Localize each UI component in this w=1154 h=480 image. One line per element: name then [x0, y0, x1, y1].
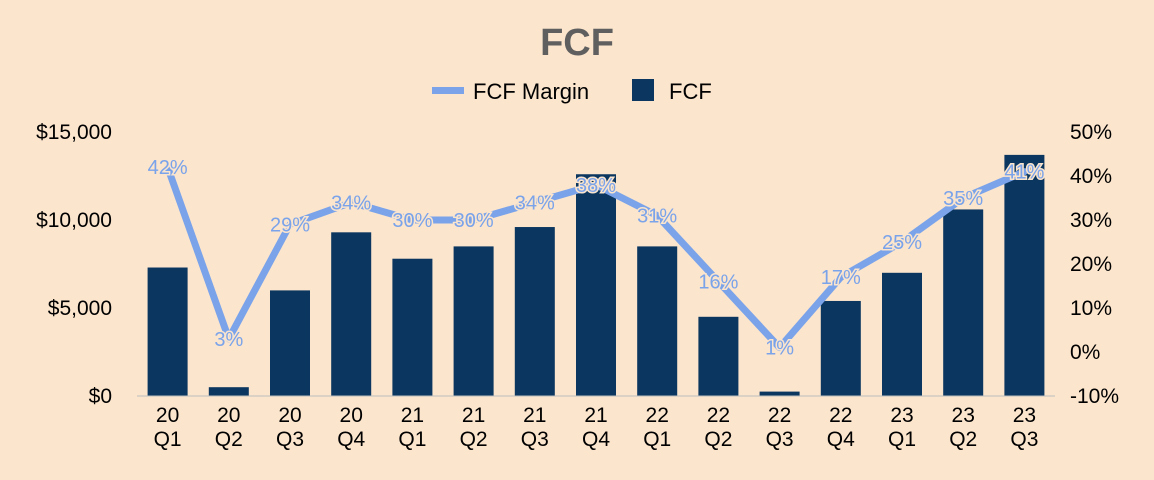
right-axis-tick-label: 30%: [1070, 209, 1112, 232]
fcf-margin-line: [164, 163, 1028, 352]
right-axis: -10% 0% 10% 20% 30% 40% 50%: [1070, 121, 1119, 408]
fcf-margin-data-label: 34%: [331, 192, 371, 214]
left-axis-tick-label: $10,000: [36, 209, 112, 232]
fcf-margin-data-label: 31%: [637, 206, 677, 228]
right-axis-tick-label: 40%: [1070, 165, 1112, 188]
fcf-bar: [514, 227, 555, 396]
fcf-bar: [208, 387, 249, 396]
fcf-margin-data-label: 16%: [698, 272, 738, 294]
left-axis-tick-label: $5,000: [48, 297, 112, 320]
right-axis-tick-label: -10%: [1070, 385, 1119, 408]
legend-label-fcf: FCF: [669, 79, 712, 104]
fcf-bar: [392, 258, 433, 396]
fcf-margin-data-label: 38%: [576, 175, 616, 197]
fcf-margin-data-label: 41%: [1004, 162, 1044, 184]
fcf-bar: [453, 246, 494, 396]
x-axis-tick-label: 23 Q3: [1010, 404, 1038, 451]
legend: FCF Margin FCF: [432, 79, 712, 104]
fcf-bar: [1004, 154, 1045, 396]
fcf-bar: [637, 246, 678, 396]
x-axis-tick-label: 20 Q3: [276, 404, 304, 451]
x-axis-tick-label: 20 Q1: [154, 404, 182, 451]
x-axis-tick-label: 21 Q2: [460, 404, 488, 451]
fcf-margin-data-label: 42%: [148, 157, 188, 179]
x-axis-tick-label: 22 Q1: [643, 404, 671, 451]
fcf-bar: [759, 391, 800, 396]
fcf-margin-data-label: 30%: [392, 210, 432, 232]
fcf-bar: [576, 174, 616, 396]
fcf-margin-data-label: 1%: [765, 338, 794, 360]
x-axis-tick-label: 20 Q2: [215, 404, 243, 451]
fcf-bar: [943, 209, 984, 396]
fcf-bar: [331, 232, 372, 396]
fcf-margin-series: [164, 163, 1028, 352]
chart-title: FCF: [540, 22, 614, 64]
x-axis-tick-label: 23 Q1: [888, 404, 916, 451]
legend-swatch-fcf-margin: [432, 87, 464, 94]
x-axis: 20 Q1 20 Q2 20 Q3 20 Q4 21 Q1 21 Q2 21 Q3 21 Q4 22 Q1 22 Q2…: [137, 395, 1055, 451]
x-axis-tick-label: 20 Q4: [337, 404, 365, 451]
x-axis-tick-label: 22 Q3: [766, 404, 794, 451]
x-axis-tick-label: 23 Q2: [949, 404, 977, 451]
fcf-margin-data-label: 25%: [882, 232, 922, 254]
left-axis-tick-label: $15,000: [36, 121, 112, 144]
right-axis-tick-label: 20%: [1070, 253, 1112, 276]
fcf-margin-data-label: 17%: [821, 267, 861, 289]
x-axis-tick-label: 22 Q2: [704, 404, 732, 451]
fcf-margin-data-label: 29%: [270, 214, 310, 236]
fcf-margin-data-label: 3%: [214, 329, 243, 351]
fcf-margin-data-label: 34%: [515, 192, 555, 214]
right-axis-tick-label: 10%: [1070, 297, 1112, 320]
legend-label-fcf-margin: FCF Margin: [473, 79, 589, 104]
fcf-bar: [147, 267, 188, 396]
fcf-bar: [882, 272, 922, 396]
fcf-bar: [820, 300, 861, 396]
fcf-bar: [698, 316, 739, 396]
right-axis-tick-label: 0%: [1070, 341, 1100, 364]
x-axis-tick-label: 21 Q3: [521, 404, 549, 451]
left-axis: $0 $5,000 $10,000 $15,000: [36, 121, 112, 408]
legend-swatch-fcf: [632, 79, 654, 101]
fcf-margin-data-label: 30%: [454, 210, 494, 232]
right-axis-tick-label: 50%: [1070, 121, 1112, 144]
x-axis-tick-label: 21 Q4: [582, 404, 610, 451]
left-axis-tick-label: $0: [89, 385, 112, 408]
x-axis-tick-label: 22 Q4: [827, 404, 855, 451]
x-axis-tick-label: 21 Q1: [398, 404, 426, 451]
fcf-bars: [147, 154, 1045, 396]
fcf-bar: [270, 290, 310, 396]
fcf-margin-data-label: 35%: [943, 188, 983, 210]
fcf-margin-labels: 42% 3% 29% 34% 30% 30% 34% 38% 31% 16% 1% 17% 25% 35%…: [146, 156, 1046, 361]
